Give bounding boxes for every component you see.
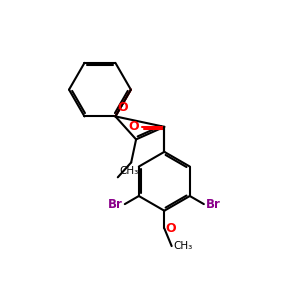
Text: O: O bbox=[166, 222, 176, 235]
Text: O: O bbox=[118, 101, 128, 114]
Text: CH₃: CH₃ bbox=[119, 166, 139, 176]
Text: O: O bbox=[128, 120, 139, 133]
Text: CH₃: CH₃ bbox=[173, 241, 192, 251]
Text: Br: Br bbox=[206, 198, 221, 211]
Text: Br: Br bbox=[108, 198, 122, 211]
